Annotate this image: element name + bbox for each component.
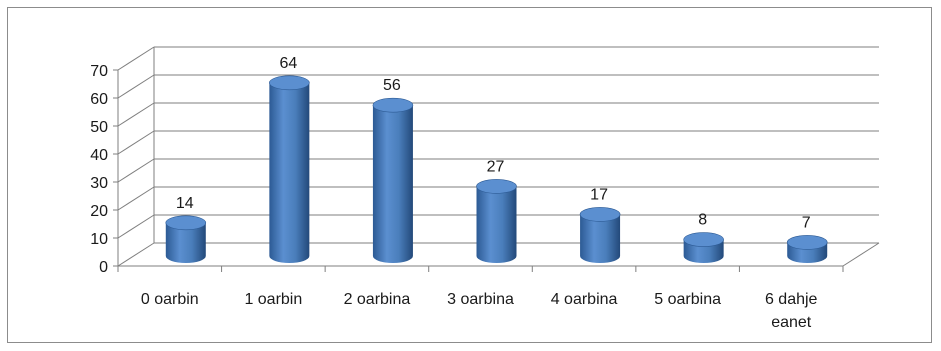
- y-tick-label: 0: [99, 259, 108, 276]
- x-category-label: 2 oarbina: [344, 291, 411, 308]
- y-tick-label: 20: [90, 203, 108, 220]
- bar-body: [269, 82, 310, 263]
- data-label: 56: [383, 77, 401, 94]
- y-tick-label: 70: [90, 63, 108, 80]
- y-tick-label: 40: [90, 147, 108, 164]
- x-category-line: 3 oarbina: [447, 291, 514, 308]
- gridline-side: [117, 242, 155, 267]
- x-category-label: 6 dahje eanet: [765, 291, 818, 331]
- gridline-side: [117, 74, 155, 99]
- bar-top: [579, 207, 621, 222]
- y-tick-label: 50: [90, 119, 108, 136]
- y-tick-label: 30: [90, 175, 108, 192]
- gridline-side: [117, 102, 155, 127]
- bar-top: [269, 75, 310, 91]
- data-label: 64: [279, 55, 297, 72]
- axes: [113, 47, 880, 272]
- bar-body: [580, 214, 621, 263]
- y-tick-label: 60: [90, 91, 108, 108]
- x-category-line: 2 oarbina: [344, 291, 411, 308]
- data-label: 7: [802, 214, 811, 231]
- bar-body: [165, 222, 206, 263]
- bar-top: [786, 235, 828, 250]
- data-label: 17: [590, 186, 608, 203]
- x-category-line: 6 dahje: [765, 291, 818, 308]
- x-category-line: 5 oarbina: [654, 291, 721, 308]
- x-category-label: 5 oarbina: [654, 291, 721, 308]
- gridline-side: [117, 158, 155, 183]
- x-category-line: 4 oarbina: [551, 291, 618, 308]
- bar-5: [683, 232, 724, 263]
- data-label: 8: [698, 212, 707, 229]
- floor-right-edge: [842, 242, 880, 267]
- x-category-line: eanet: [771, 314, 812, 331]
- bar-top: [683, 232, 724, 247]
- x-category-label: 4 oarbina: [551, 291, 618, 308]
- bar-top: [165, 215, 207, 231]
- x-category-line: 1 oarbin: [244, 291, 302, 308]
- data-label: 27: [487, 158, 505, 175]
- bar-body: [372, 105, 413, 263]
- bar-4: [579, 207, 621, 263]
- y-tick-label: 10: [90, 231, 108, 248]
- bar-1: [269, 75, 310, 263]
- gridline-side: [117, 214, 155, 239]
- bar-body: [476, 186, 517, 263]
- bar-2: [372, 97, 414, 263]
- bar-top: [372, 97, 414, 113]
- gridline-side: [117, 186, 155, 211]
- x-category-line: 0 oarbin: [141, 291, 199, 308]
- bar-top: [476, 179, 517, 194]
- bar-3: [476, 179, 517, 263]
- gridline-side: [117, 46, 155, 71]
- data-label: 14: [176, 195, 194, 212]
- bar-0: [165, 215, 207, 263]
- gridline-side: [117, 130, 155, 155]
- chart-frame: [7, 7, 932, 343]
- bar-6: [786, 235, 828, 263]
- labels: 0 10 20 30 40 50 60 70 14 64 56 27 17 8 7 0 oarbin 1 oar…: [90, 55, 817, 331]
- x-category-label: 0 oarbin: [141, 291, 199, 308]
- x-category-label: 3 oarbina: [447, 291, 514, 308]
- bars: [165, 75, 828, 263]
- x-category-label: 1 oarbin: [244, 291, 302, 308]
